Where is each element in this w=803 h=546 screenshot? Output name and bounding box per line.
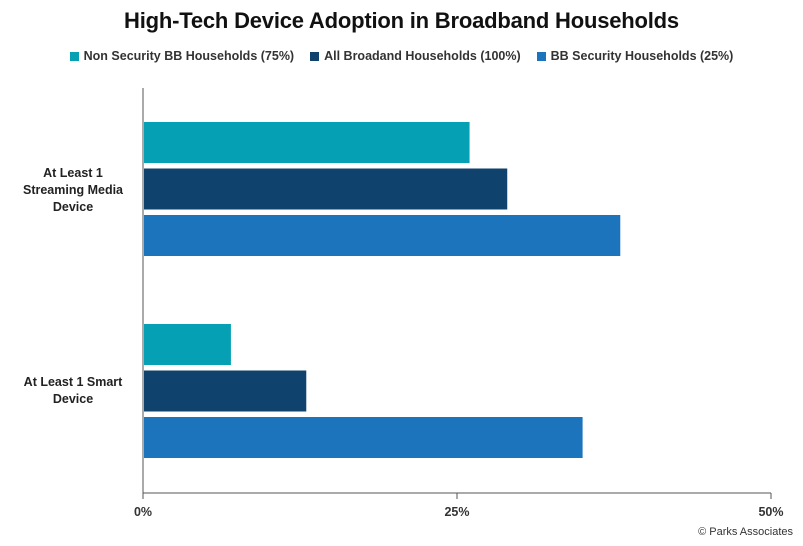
legend-label-bb-security: BB Security Households (25%) [550,49,734,63]
legend-item-bb-security: BB Security Households (25%) [536,49,734,63]
category-label-smart-line-1: At Least 1 Smart [23,375,123,389]
category-label-streaming-line-3: Device [52,200,94,214]
category-label-smart-line-2: Device [52,392,94,406]
bar-smart-series-1 [144,370,307,412]
bar-streaming-series-2 [144,215,621,256]
bar-streaming-series-1 [144,168,508,210]
bar-smart-series-2 [144,417,583,458]
legend-swatch-bb-security [536,51,546,61]
x-tick-label-25: 25% [444,505,470,519]
legend-label-non-security: Non Security BB Households (75%) [83,49,295,63]
category-label-smart: At Least 1 Smart Device [8,374,138,408]
legend-label-all-broadband: All Broadand Households (100%) [324,49,521,63]
chart-title: High-Tech Device Adoption in Broadband H… [124,8,679,33]
category-label-streaming: At Least 1 Streaming Media Device [8,165,138,216]
bar-streaming-series-0 [144,122,470,163]
legend-swatch-all-broadband [310,51,320,61]
legend-item-non-security: Non Security BB Households (75%) [69,49,295,63]
bar-smart-series-0 [144,324,231,365]
x-tick-label-50: 50% [758,505,784,519]
category-label-streaming-line-2: Streaming Media [22,183,124,197]
category-label-streaming-line-1: At Least 1 [43,166,103,180]
legend-item-all-broadband: All Broadand Households (100%) [310,49,521,63]
x-tick-label-0: 0% [133,505,153,519]
legend-swatch-non-security [69,51,79,61]
legend: Non Security BB Households (75%) All Bro… [0,49,803,63]
credit-text: © Parks Associates [698,526,793,538]
